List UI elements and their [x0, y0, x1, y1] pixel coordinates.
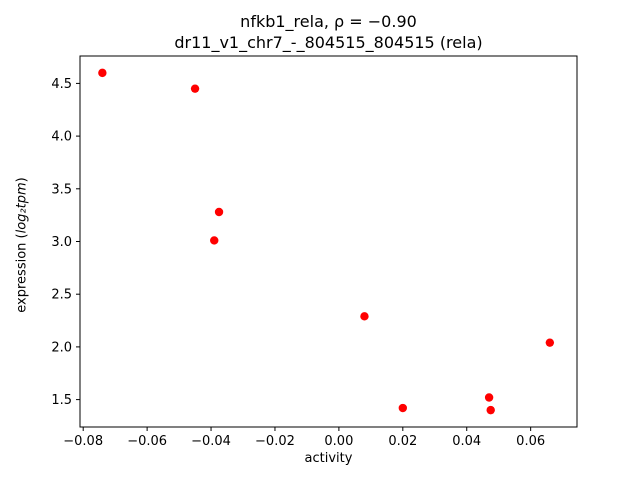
- x-tick-label: −0.02: [255, 434, 295, 449]
- y-tick-label: 2.5: [51, 288, 72, 303]
- y-axis-label-suffix: ): [14, 177, 30, 183]
- data-point: [545, 338, 555, 347]
- y-tick-label: 2.0: [51, 340, 72, 355]
- chart-title-line1: nfkb1_rela, ρ = −0.90: [240, 12, 417, 31]
- x-tick-label: 0.02: [388, 434, 417, 449]
- x-tick-label: 0.06: [516, 434, 545, 449]
- x-tick-label: −0.06: [127, 434, 167, 449]
- data-point: [398, 403, 408, 413]
- chart-title: nfkb1_rela, ρ = −0.90 dr11_v1_chr7_-_804…: [80, 11, 577, 53]
- y-tick-label: 3.0: [51, 235, 72, 250]
- data-point: [484, 393, 494, 402]
- y-tick-label: 1.5: [51, 393, 72, 408]
- x-tick-label: 0.00: [324, 434, 353, 449]
- y-axis-label-math: log₂tpm: [14, 182, 30, 234]
- y-axis-label-text: expression (log₂tpm): [15, 177, 30, 312]
- x-axis-label: activity: [304, 451, 353, 466]
- x-tick-label: −0.08: [63, 434, 103, 449]
- y-tick-label: 4.0: [51, 130, 72, 145]
- y-tick-label: 4.5: [51, 77, 72, 92]
- axes-frame: [79, 55, 578, 428]
- data-point: [214, 207, 224, 217]
- data-point: [486, 405, 495, 415]
- chart-title-line2: dr11_v1_chr7_-_804515_804515 (rela): [174, 33, 483, 52]
- y-tick-label: 3.5: [51, 182, 72, 197]
- x-tick-label: 0.04: [452, 434, 481, 449]
- x-tick-label: −0.04: [191, 434, 231, 449]
- y-axis-label-prefix: expression (: [14, 233, 30, 313]
- data-point: [360, 312, 369, 321]
- data-point: [190, 84, 200, 93]
- data-point: [98, 68, 107, 78]
- data-point: [210, 236, 219, 245]
